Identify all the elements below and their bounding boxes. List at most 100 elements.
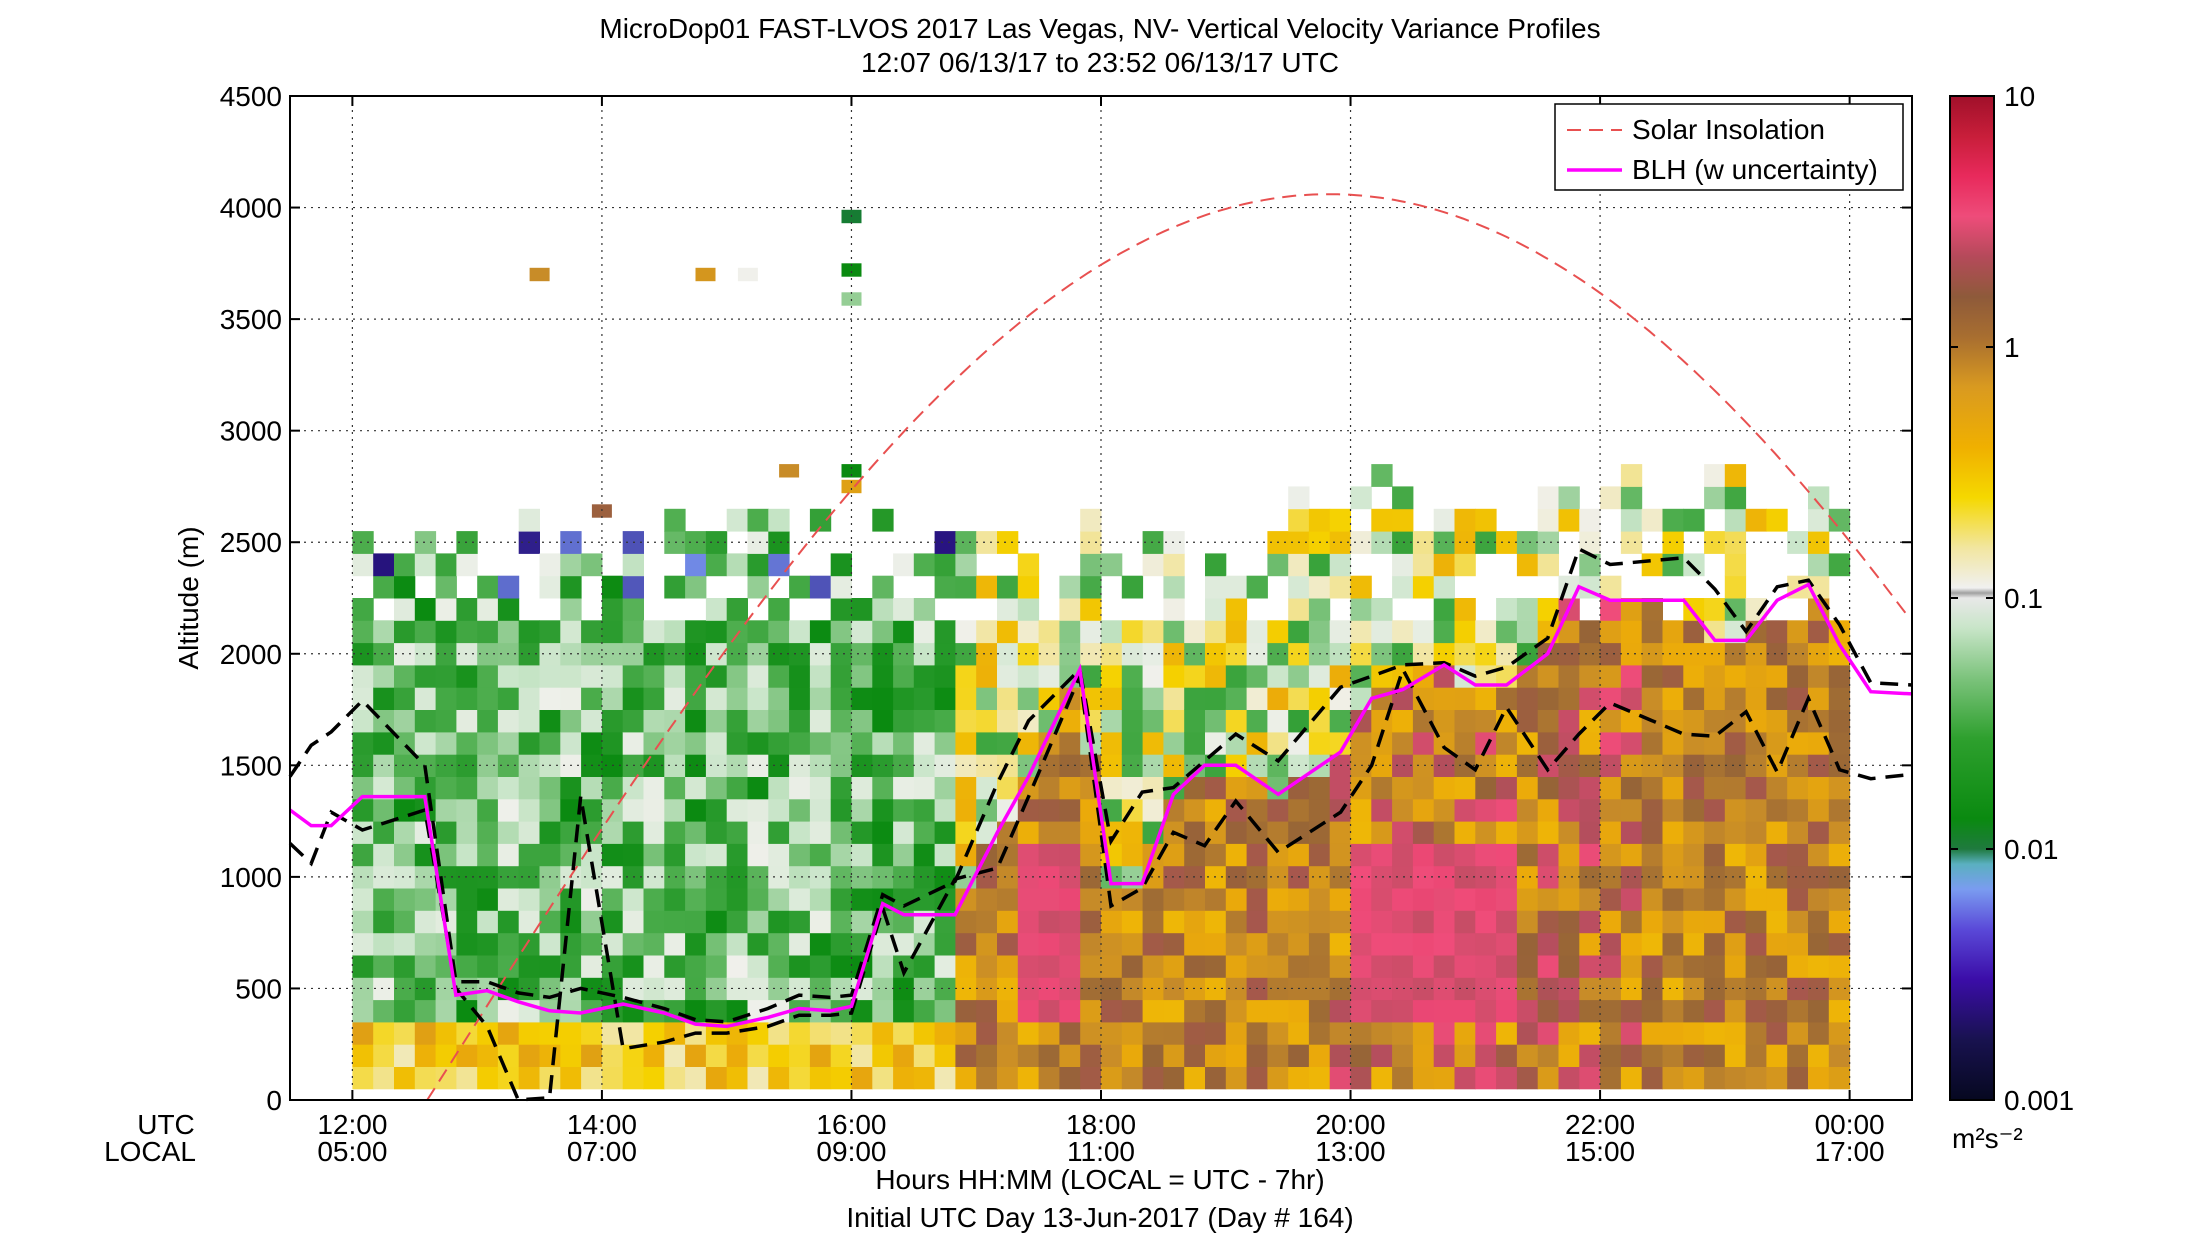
- heatmap-cell: [477, 709, 499, 733]
- colorbar-tick-label: 0.1: [2004, 583, 2043, 614]
- heatmap-cell: [976, 531, 998, 554]
- heatmap-cell: [1184, 776, 1206, 800]
- heatmap-cell: [352, 798, 374, 822]
- heatmap-cell: [497, 575, 520, 599]
- heatmap-cell: [809, 575, 832, 599]
- heatmap-cell: [1579, 888, 1601, 911]
- heatmap-cell: [934, 977, 956, 1001]
- heatmap-cell: [1537, 776, 1559, 800]
- heatmap-cell: [1579, 553, 1601, 577]
- heatmap-cell: [622, 888, 644, 911]
- heatmap-cell: [872, 709, 894, 733]
- heatmap-cell: [435, 1066, 457, 1090]
- heatmap-cell: [1433, 776, 1455, 800]
- heatmap-cell: [1558, 932, 1580, 956]
- heatmap-cell: [768, 776, 790, 800]
- heatmap-cell: [518, 798, 540, 822]
- heatmap-cell: [809, 843, 832, 867]
- heatmap-cell: [1267, 664, 1289, 688]
- heatmap-cell: [1745, 999, 1767, 1023]
- heatmap-cell: [1121, 999, 1144, 1023]
- heatmap-cell: [768, 508, 790, 532]
- heatmap-cell: [976, 821, 998, 844]
- heatmap-cell: [1350, 798, 1372, 822]
- heatmap-cell: [1059, 798, 1081, 822]
- heatmap-cell: [1142, 999, 1164, 1023]
- heatmap-cell: [456, 709, 478, 733]
- heatmap-cell: [955, 932, 977, 956]
- heatmap-cell: [1704, 687, 1726, 710]
- heatmap-cell: [539, 553, 561, 577]
- heatmap-cell: [1059, 754, 1081, 777]
- heatmap-cell: [1808, 932, 1830, 956]
- heatmap-cell: [955, 620, 977, 644]
- heatmap-cell: [1516, 598, 1539, 621]
- heatmap-cell: [1392, 932, 1414, 956]
- heatmap-cell: [643, 664, 665, 688]
- heatmap-cell: [1787, 865, 1809, 889]
- heatmap-cell: [1038, 977, 1060, 1001]
- heatmap-cell: [1121, 754, 1144, 777]
- heatmap-cell: [1641, 932, 1663, 956]
- heatmap-cell: [1205, 687, 1227, 710]
- heatmap-cell: [1787, 910, 1809, 934]
- heatmap-cell: [1496, 932, 1518, 956]
- heatmap-cell: [997, 955, 1019, 978]
- heatmap-cell: [809, 642, 832, 666]
- heatmap-cell: [872, 865, 894, 889]
- heatmap-cell: [1496, 687, 1518, 710]
- heatmap-cell: [1828, 664, 1851, 688]
- heatmap-cell: [456, 1021, 478, 1045]
- heatmap-cell: [976, 731, 998, 755]
- heatmap-cell: [934, 999, 956, 1023]
- heatmap-cell: [456, 620, 478, 644]
- heatmap-cell: [1059, 776, 1081, 800]
- heatmap-cell: [1454, 932, 1476, 956]
- heatmap-cell: [1724, 865, 1747, 889]
- heatmap-cell: [768, 620, 790, 644]
- heatmap-cell: [1205, 999, 1227, 1023]
- heatmap-cell: [1620, 865, 1643, 889]
- heatmap-cell: [1496, 598, 1518, 621]
- heatmap-cell: [1454, 1044, 1476, 1067]
- heatmap-cell: [352, 731, 374, 755]
- heatmap-cell: [1620, 910, 1643, 934]
- heatmap-cell: [997, 642, 1019, 666]
- heatmap-cell: [1683, 553, 1705, 577]
- heatmap-cell: [622, 1066, 644, 1090]
- heatmap-cell: [394, 664, 416, 688]
- heatmap-cell: [622, 687, 644, 710]
- heatmap-cell: [435, 620, 457, 644]
- heatmap-cell: [1433, 687, 1455, 710]
- heatmap-cell: [1101, 1066, 1123, 1090]
- heatmap-cell: [1766, 620, 1788, 644]
- heatmap-cell: [1412, 1021, 1435, 1045]
- heatmap-cell: [726, 642, 748, 666]
- heatmap-cell: [497, 731, 520, 755]
- heatmap-cell: [1059, 888, 1081, 911]
- heatmap-cell: [1579, 642, 1601, 666]
- x-axis-sublabel: Initial UTC Day 13-Jun-2017 (Day # 164): [846, 1202, 1353, 1233]
- heatmap-cell: [893, 932, 915, 956]
- heatmap-cell: [643, 843, 665, 867]
- heatmap-cell: [768, 754, 790, 777]
- heatmap-cell: [1329, 1021, 1351, 1045]
- heatmap-cell: [1246, 888, 1268, 911]
- heatmap-cell: [1038, 1044, 1060, 1067]
- heatmap-cell: [1662, 1021, 1684, 1045]
- heatmap-cell: [1225, 1021, 1248, 1045]
- heatmap-cell: [1433, 598, 1455, 621]
- heatmap-cell: [1017, 1044, 1040, 1067]
- heatmap-cell: [997, 910, 1019, 934]
- heatmap-cell: [1724, 1021, 1747, 1045]
- heatmap-cell: [685, 932, 707, 956]
- heatmap-cell: [477, 955, 499, 978]
- heatmap-cell: [789, 642, 811, 666]
- heatmap-cell: [830, 575, 852, 599]
- heatmap-cell: [1704, 1021, 1726, 1045]
- heatmap-cell: [1101, 932, 1123, 956]
- heatmap-cell: [539, 955, 561, 978]
- heatmap-cell: [1475, 821, 1497, 844]
- heatmap-cell: [1537, 531, 1559, 554]
